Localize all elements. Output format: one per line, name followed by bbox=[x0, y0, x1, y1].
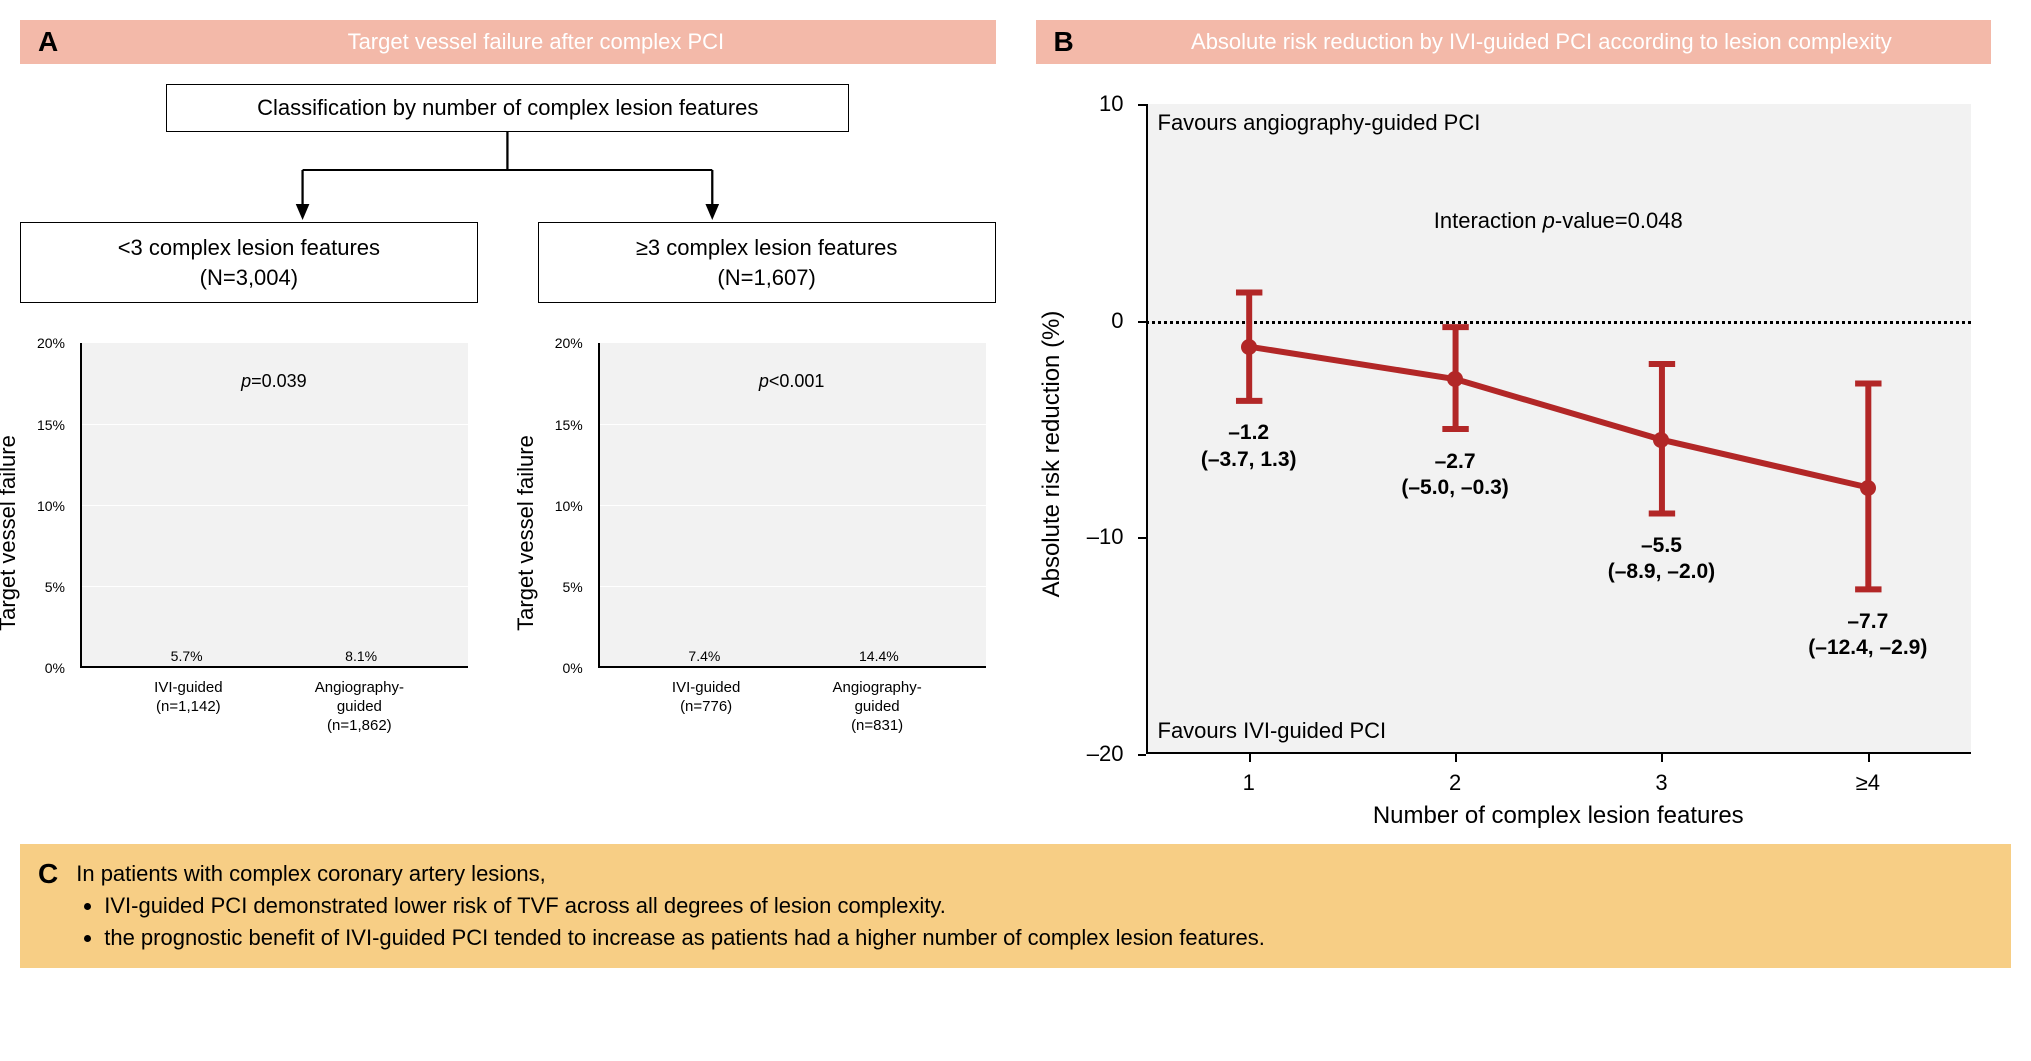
bar-value-label: 5.7% bbox=[171, 648, 203, 664]
data-marker bbox=[1241, 339, 1257, 355]
panel-c-text: In patients with complex coronary artery… bbox=[76, 858, 1265, 954]
lp-x-tick: 3 bbox=[1558, 770, 1764, 796]
lp-y-tick: –20 bbox=[1076, 741, 1136, 767]
y-axis-label: Target vessel failure bbox=[0, 436, 21, 632]
plot-area: p=0.0395.7%8.1% bbox=[80, 343, 468, 668]
x-tick: Angiography-guided(n=1,862) bbox=[305, 673, 414, 723]
panel-b-letter: B bbox=[1036, 20, 1092, 64]
x-tick: IVI-guided(n=776) bbox=[651, 673, 760, 723]
x-tick: IVI-guided(n=1,142) bbox=[134, 673, 243, 723]
y-tick: 5% bbox=[45, 579, 65, 595]
bullet-item: the prognostic benefit of IVI-guided PCI… bbox=[104, 922, 1265, 954]
bar-value-label: 7.4% bbox=[688, 648, 720, 664]
bullet-item: IVI-guided PCI demonstrated lower risk o… bbox=[104, 890, 1265, 922]
x-tick: Angiography-guided(n=831) bbox=[822, 673, 931, 723]
panel-b: B Absolute risk reduction by IVI-guided … bbox=[1016, 20, 2012, 824]
bar: 7.4% bbox=[649, 648, 761, 668]
bar-charts-row: Target vessel failure 0%5%10%15%20%p=0.0… bbox=[20, 343, 996, 723]
y-tick: 15% bbox=[555, 417, 583, 433]
y-tick: 0% bbox=[563, 660, 583, 676]
y-tick: 10% bbox=[555, 498, 583, 514]
flow-connector bbox=[166, 132, 849, 222]
lp-plot-area: Favours angiography-guided PCIFavours IV… bbox=[1146, 104, 1972, 754]
panel-c-bullets: IVI-guided PCI demonstrated lower risk o… bbox=[104, 890, 1265, 954]
y-tick: 0% bbox=[45, 660, 65, 676]
y-tick: 10% bbox=[37, 498, 65, 514]
panel-b-header: B Absolute risk reduction by IVI-guided … bbox=[1036, 20, 1992, 64]
point-label: –1.2(–3.7, 1.3) bbox=[1201, 420, 1297, 473]
lp-x-tick: ≥4 bbox=[1765, 770, 1971, 796]
bar: 8.1% bbox=[305, 648, 417, 668]
lp-x-ticks: 123≥4 bbox=[1146, 770, 1972, 796]
panel-a-letter: A bbox=[20, 20, 76, 64]
flow-left-label: <3 complex lesion features bbox=[37, 233, 461, 263]
panel-a-header: A Target vessel failure after complex PC… bbox=[20, 20, 996, 64]
plot-area: p<0.0017.4%14.4% bbox=[598, 343, 986, 668]
figure-root: A Target vessel failure after complex PC… bbox=[20, 20, 2011, 968]
flow-right-label: ≥3 complex lesion features bbox=[555, 233, 979, 263]
lp-x-tick: 2 bbox=[1352, 770, 1558, 796]
flow-branches: <3 complex lesion features (N=3,004) ≥3 … bbox=[20, 222, 996, 303]
point-label: –5.5(–8.9, –2.0) bbox=[1608, 533, 1715, 586]
flow-top-box: Classification by number of complex lesi… bbox=[166, 84, 849, 132]
bar-value-label: 14.4% bbox=[859, 648, 899, 664]
lp-y-tick: 0 bbox=[1076, 308, 1136, 334]
y-axis-label: Target vessel failure bbox=[513, 436, 539, 632]
point-label: –2.7(–5.0, –0.3) bbox=[1401, 449, 1508, 502]
bar-value-label: 8.1% bbox=[345, 648, 377, 664]
y-tick: 20% bbox=[37, 335, 65, 351]
data-marker bbox=[1860, 480, 1876, 496]
bar-chart-right: Target vessel failure 0%5%10%15%20%p<0.0… bbox=[538, 343, 996, 723]
flow-right-n: (N=1,607) bbox=[555, 263, 979, 293]
panel-c: C In patients with complex coronary arte… bbox=[20, 844, 2011, 968]
flow-left-n: (N=3,004) bbox=[37, 263, 461, 293]
lp-x-tick: 1 bbox=[1146, 770, 1352, 796]
bar-chart-left: Target vessel failure 0%5%10%15%20%p=0.0… bbox=[20, 343, 478, 723]
bar: 5.7% bbox=[131, 648, 243, 668]
panel-c-intro: In patients with complex coronary artery… bbox=[76, 858, 1265, 890]
flow-box-left: <3 complex lesion features (N=3,004) bbox=[20, 222, 478, 303]
flow-box-right: ≥3 complex lesion features (N=1,607) bbox=[538, 222, 996, 303]
line-plot: Absolute risk reduction (%) Favours angi… bbox=[1076, 84, 1992, 824]
y-tick: 5% bbox=[563, 579, 583, 595]
panel-a: A Target vessel failure after complex PC… bbox=[20, 20, 1016, 824]
point-label: –7.7(–12.4, –2.9) bbox=[1808, 609, 1927, 662]
data-marker bbox=[1447, 371, 1463, 387]
bar: 14.4% bbox=[823, 648, 935, 668]
y-tick: 15% bbox=[37, 417, 65, 433]
y-tick: 20% bbox=[555, 335, 583, 351]
panel-b-title: Absolute risk reduction by IVI-guided PC… bbox=[1092, 20, 1991, 64]
panel-a-title: Target vessel failure after complex PCI bbox=[76, 20, 995, 64]
lp-y-label: Absolute risk reduction (%) bbox=[1038, 311, 1066, 598]
data-marker bbox=[1653, 432, 1669, 448]
lp-x-label: Number of complex lesion features bbox=[1146, 802, 1972, 830]
lp-y-tick: –10 bbox=[1076, 524, 1136, 550]
panel-c-letter: C bbox=[32, 858, 76, 890]
panel-c-body: C In patients with complex coronary arte… bbox=[20, 844, 2011, 968]
lp-y-tick: 10 bbox=[1076, 91, 1136, 117]
